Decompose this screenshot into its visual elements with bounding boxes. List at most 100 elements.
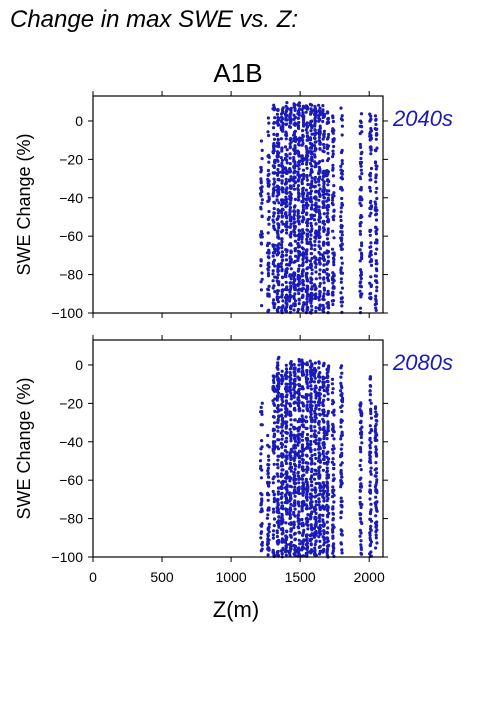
data-point	[301, 194, 305, 198]
data-point	[280, 174, 284, 178]
data-point	[326, 420, 330, 424]
data-point	[288, 259, 292, 264]
data-point	[331, 302, 335, 307]
data-point	[285, 154, 289, 158]
y-tick-label: 0	[75, 357, 83, 373]
data-point	[306, 203, 310, 207]
data-point	[288, 382, 292, 386]
data-point	[277, 280, 281, 284]
data-point	[281, 434, 285, 438]
data-point	[281, 416, 285, 420]
data-point	[309, 439, 313, 444]
data-point	[272, 200, 276, 204]
data-point	[279, 137, 283, 141]
data-point	[284, 137, 288, 141]
data-point	[259, 524, 264, 528]
y-tick-label: −100	[51, 305, 83, 321]
data-point	[266, 217, 270, 221]
data-point	[297, 287, 302, 291]
data-point	[331, 299, 336, 303]
data-point	[285, 298, 289, 302]
data-point	[374, 495, 378, 499]
data-point	[359, 421, 363, 425]
data-point	[296, 453, 300, 458]
data-point	[272, 510, 276, 514]
data-point	[321, 513, 325, 518]
data-point	[275, 230, 279, 234]
data-point	[283, 440, 288, 444]
data-point	[266, 309, 270, 313]
data-point	[368, 484, 372, 488]
data-point	[289, 545, 293, 549]
data-point	[317, 447, 321, 451]
data-point	[292, 138, 297, 142]
data-point	[292, 395, 296, 399]
data-point	[298, 107, 302, 111]
data-point	[318, 482, 322, 486]
data-point	[309, 192, 313, 196]
data-point	[314, 507, 318, 511]
data-point	[330, 433, 334, 438]
data-point	[325, 507, 330, 511]
data-point	[368, 455, 372, 459]
data-point	[330, 201, 334, 205]
data-point	[314, 435, 318, 439]
data-point	[313, 376, 317, 380]
data-point	[317, 497, 321, 501]
data-point	[369, 129, 374, 133]
data-point	[369, 275, 373, 279]
data-point	[280, 382, 284, 386]
data-point	[292, 444, 296, 448]
data-point	[302, 395, 306, 399]
data-point	[277, 188, 281, 192]
data-point	[267, 183, 271, 187]
data-point	[300, 423, 304, 427]
data-point	[317, 403, 321, 407]
data-point	[359, 195, 363, 199]
data-point	[301, 262, 305, 267]
data-point	[375, 289, 379, 293]
data-point	[293, 103, 297, 107]
data-point	[321, 270, 326, 274]
data-point	[292, 520, 296, 524]
data-point	[314, 309, 318, 313]
data-point	[325, 386, 329, 390]
data-point	[331, 293, 335, 297]
data-point	[281, 452, 285, 456]
data-point	[297, 291, 301, 296]
data-point	[301, 168, 306, 172]
data-point	[284, 363, 288, 367]
data-point	[321, 178, 325, 182]
data-point	[368, 490, 372, 494]
data-point	[273, 180, 277, 184]
data-point	[288, 427, 292, 431]
data-point	[358, 142, 362, 147]
data-point	[318, 412, 322, 416]
data-point	[280, 369, 284, 373]
data-point	[374, 410, 378, 414]
data-point	[301, 542, 305, 546]
data-point	[310, 532, 314, 536]
data-point	[358, 177, 363, 181]
data-point	[331, 290, 335, 294]
data-point	[275, 398, 279, 402]
data-point	[339, 206, 343, 210]
data-point	[266, 553, 270, 557]
data-point	[281, 275, 285, 280]
data-point	[322, 174, 326, 178]
data-point	[289, 448, 293, 452]
data-point	[283, 287, 287, 292]
scatter-points-2080s	[258, 355, 379, 559]
data-point	[331, 155, 335, 159]
data-point	[340, 400, 345, 404]
data-point	[318, 112, 322, 117]
data-point	[298, 154, 302, 158]
data-point	[375, 508, 379, 512]
data-point	[288, 107, 292, 111]
data-point	[272, 415, 276, 419]
data-point	[340, 261, 344, 265]
data-point	[325, 494, 329, 498]
data-point	[267, 160, 271, 164]
data-point	[321, 457, 325, 461]
data-point	[276, 492, 280, 496]
